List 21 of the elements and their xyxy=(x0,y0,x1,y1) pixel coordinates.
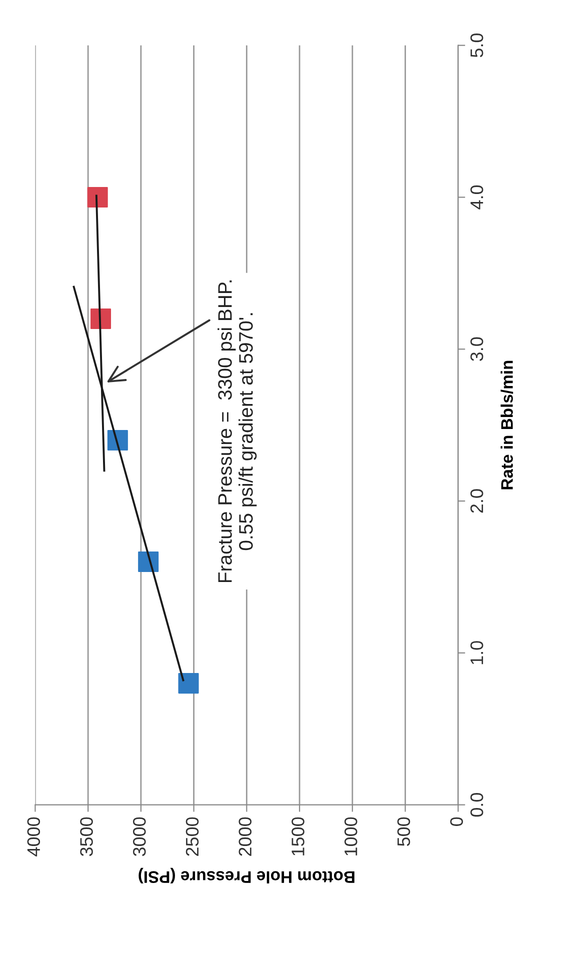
y-tick-label: 2.0 xyxy=(470,489,484,513)
y-axis-title: Rate in Bbls/min xyxy=(500,360,514,490)
x-tick-label: 2000 xyxy=(238,817,252,856)
y-tick-label: 5.0 xyxy=(470,34,484,58)
x-tick-label: 4000 xyxy=(27,817,40,856)
x-tick-label: 500 xyxy=(397,817,410,846)
point xyxy=(87,186,108,208)
y-tick-label: 1.0 xyxy=(470,641,484,664)
x-tick-label: 1000 xyxy=(344,817,358,856)
annotation: Fracture Pressure = 3300 psi BHP. 0.55 psi/ft gradient at 5970'. xyxy=(218,280,257,582)
point xyxy=(178,673,199,694)
point xyxy=(90,308,112,330)
x-tick-label: 0 xyxy=(450,817,463,826)
x-tick-label: 2500 xyxy=(186,817,199,856)
y-tick-label: 0.0 xyxy=(470,792,484,817)
x-tick-label: 1500 xyxy=(292,817,304,856)
x-axis-title: Bottom Hole Pressure (PSI) xyxy=(138,868,354,884)
x-tick-label: 3500 xyxy=(80,817,93,856)
x-tick-label: 3000 xyxy=(132,817,146,856)
y-tick-label: 3.0 xyxy=(470,337,484,361)
y-tick-label: 4.0 xyxy=(470,185,484,210)
